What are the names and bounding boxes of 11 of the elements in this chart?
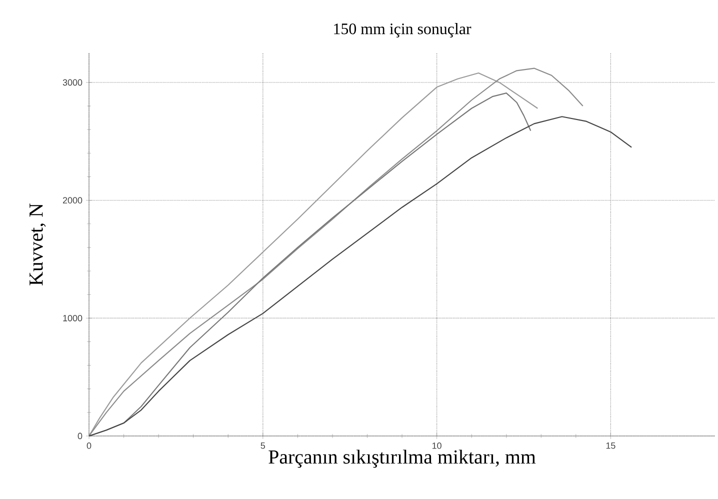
y-tick-label: 3000 — [62, 79, 82, 86]
chart-title: 150 mm için sonuçlar — [334, 23, 472, 38]
y-tick-label: 0 — [78, 432, 82, 440]
x-tick-label: 15 — [606, 442, 616, 449]
y-tick-label: 2000 — [62, 197, 82, 204]
x-tick-label: 0 — [86, 442, 92, 449]
x-tick-label: 5 — [260, 442, 266, 449]
y-tick-label: 1000 — [63, 314, 82, 322]
y-axis-title: Kuvvet, N — [30, 203, 46, 286]
x-axis-title: Parçanın sıkıştırılma miktarı, mm — [268, 450, 536, 468]
x-tick-label: 10 — [432, 442, 442, 449]
